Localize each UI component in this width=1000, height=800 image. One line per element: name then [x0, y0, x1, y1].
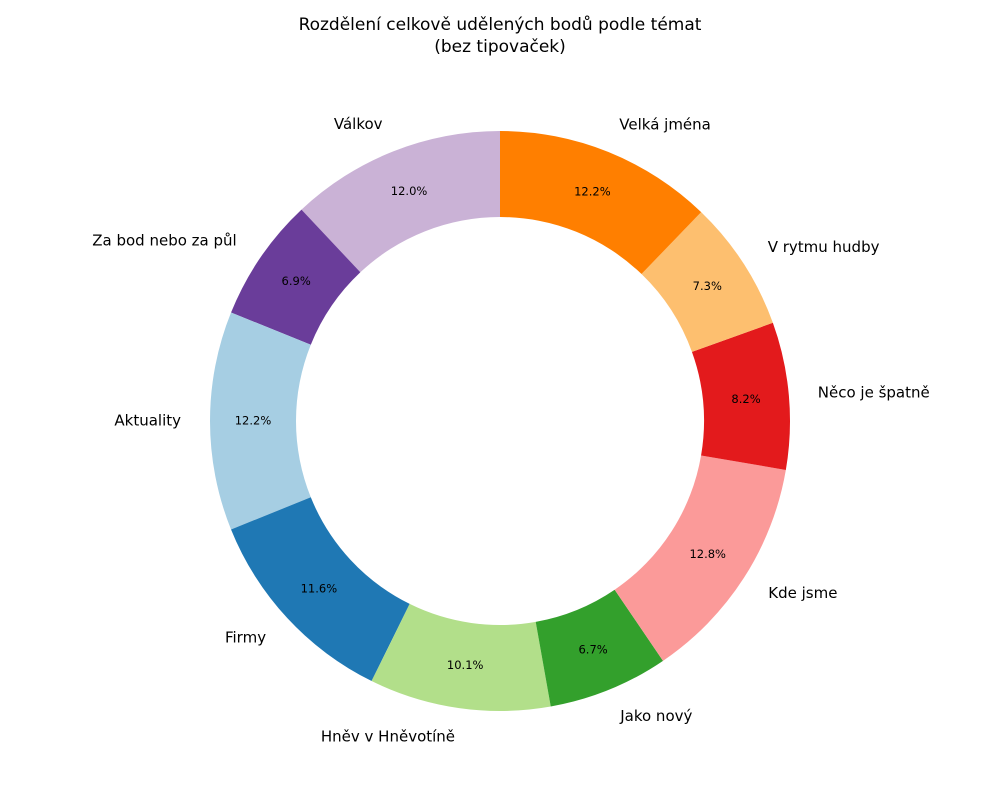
- slice-label-v-rytmu-hudby: V rytmu hudby: [768, 238, 880, 256]
- slice-percent-za-bod-nebo-za-pul: 6.9%: [282, 274, 311, 288]
- slice-aktuality: [210, 312, 311, 530]
- slice-velka-jmena: [500, 131, 702, 275]
- slice-label-neco-je-spatne: Něco je špatně: [818, 383, 930, 401]
- slice-percent-v-rytmu-hudby: 7.3%: [693, 279, 722, 293]
- slice-label-jako-novy: Jako nový: [619, 707, 692, 725]
- slice-label-hnev-v-hnevotine: Hněv v Hněvotíně: [321, 727, 455, 745]
- slice-label-firmy: Firmy: [225, 628, 266, 646]
- slice-valkov: [301, 131, 500, 273]
- slice-neco-je-spatne: [691, 322, 790, 470]
- slice-hnev-v-hnevotine: [371, 603, 551, 711]
- slice-v-rytmu-hudby: [641, 212, 773, 352]
- slice-label-velka-jmena: Velká jména: [619, 116, 711, 134]
- slice-za-bod-nebo-za-pul: [231, 209, 361, 345]
- slice-label-aktuality: Aktuality: [114, 412, 181, 430]
- slice-percent-jako-novy: 6.7%: [578, 642, 607, 656]
- slice-percent-aktuality: 12.2%: [235, 414, 272, 428]
- slice-percent-velka-jmena: 12.2%: [574, 184, 611, 198]
- donut-slices: [210, 131, 790, 711]
- slice-percent-firmy: 11.6%: [301, 581, 338, 595]
- slice-label-za-bod-nebo-za-pul: Za bod nebo za půl: [92, 231, 236, 249]
- slice-kde-jsme: [614, 455, 786, 661]
- slice-percent-neco-je-spatne: 8.2%: [731, 392, 760, 406]
- slice-label-kde-jsme: Kde jsme: [768, 584, 837, 602]
- chart-title-line-2: (bez tipovaček): [434, 37, 566, 57]
- slice-label-valkov: Válkov: [334, 115, 383, 133]
- slice-jako-novy: [535, 589, 664, 707]
- slice-labels: Válkov 12.0% Za bod nebo za půl 6.9% Aktuali…: [92, 115, 929, 745]
- slice-percent-kde-jsme: 12.8%: [689, 547, 726, 561]
- slice-firmy: [231, 497, 410, 682]
- slice-percent-valkov: 12.0%: [391, 184, 428, 198]
- chart-title-line-1: Rozdělení celkově udělených bodů podle t…: [299, 15, 702, 35]
- slice-percent-hnev-v-hnevotine: 10.1%: [447, 658, 484, 672]
